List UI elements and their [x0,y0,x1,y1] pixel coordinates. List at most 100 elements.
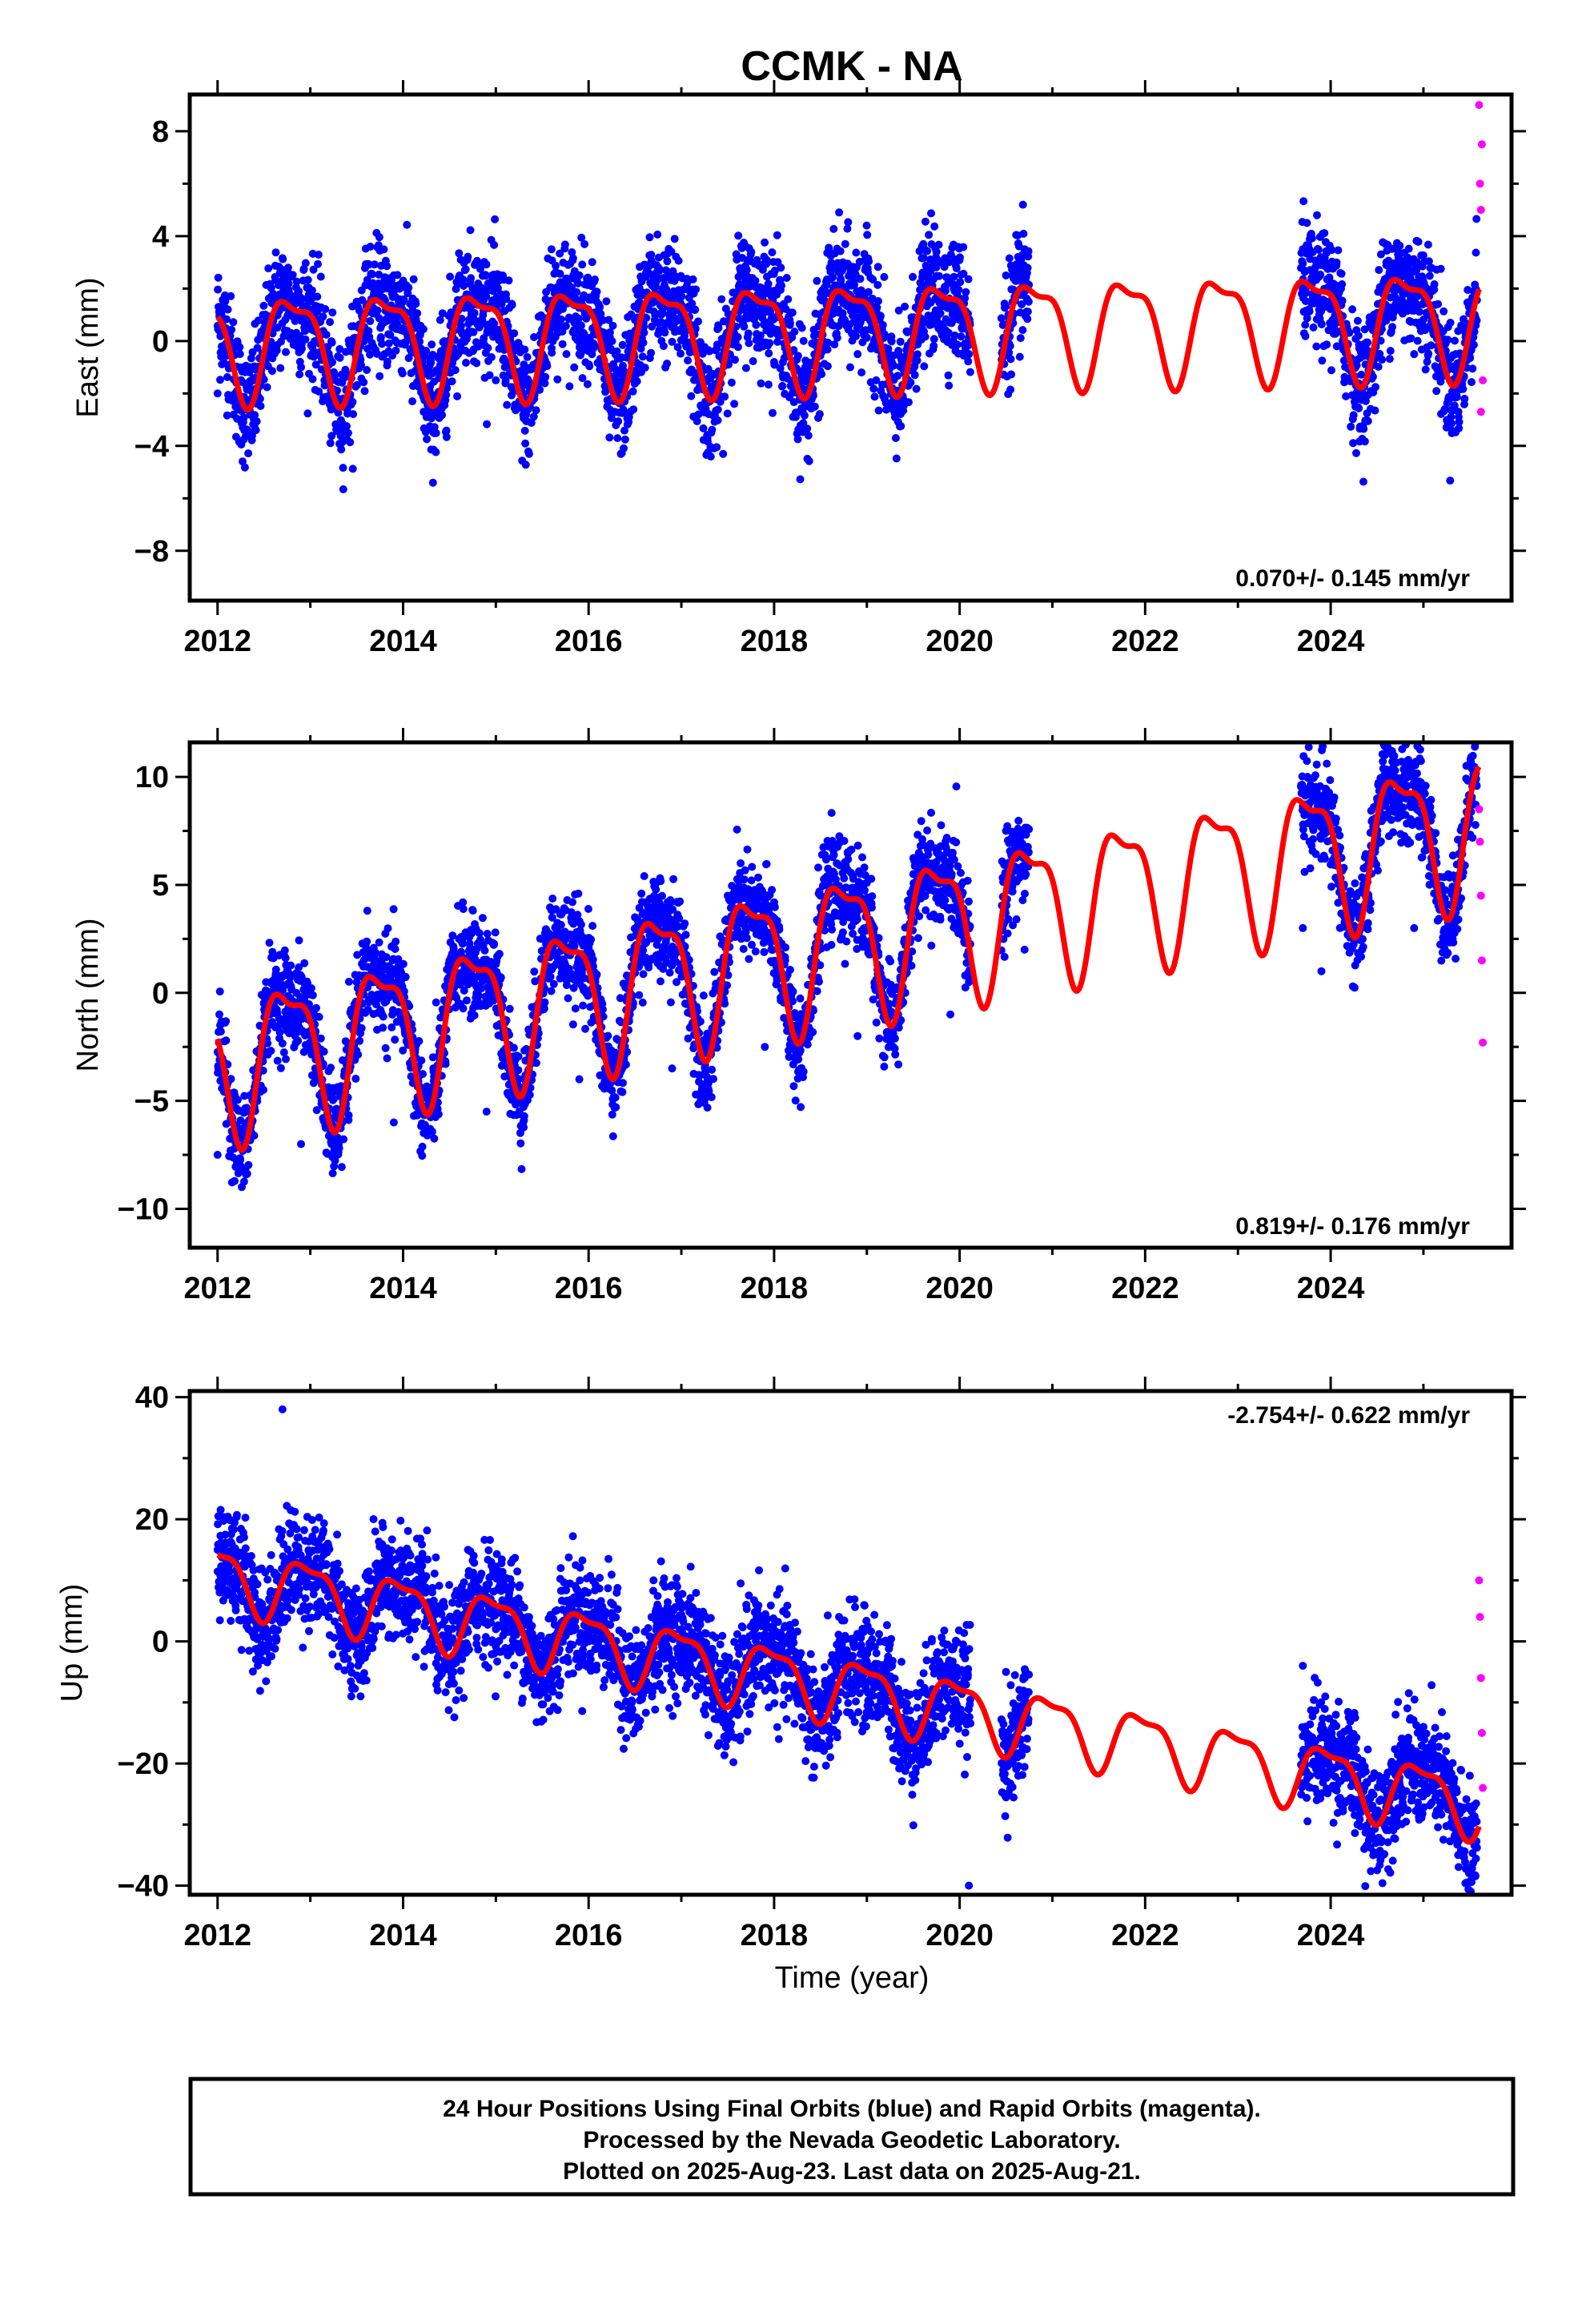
rapid-orbit-points-0 [1475,101,1488,416]
final-point [1006,355,1015,364]
final-point [419,1070,427,1079]
final-point [719,449,728,458]
final-point [442,391,451,400]
final-point [844,218,853,227]
final-point [419,325,428,333]
final-point [331,1156,339,1165]
final-point [870,392,879,401]
final-point [921,332,930,341]
final-point [487,353,496,361]
final-point [673,316,682,325]
final-point [574,314,583,323]
final-point [391,937,400,946]
final-point [1317,320,1326,328]
final-point [769,358,778,367]
final-point [483,420,492,428]
final-point [1451,336,1460,345]
final-point [889,361,898,370]
final-point [371,955,379,963]
final-point [580,330,588,339]
final-point [640,364,649,372]
final-point [560,240,569,249]
final-point [1312,342,1321,351]
final-point [674,256,683,265]
final-point [632,377,641,386]
final-point [227,1075,235,1084]
final-point [966,368,974,376]
final-point [776,364,785,372]
final-point [521,439,530,448]
final-point [284,279,293,288]
final-point [930,335,938,344]
final-point [824,338,833,347]
final-point [570,363,579,372]
final-point [492,376,500,384]
final-point [235,343,244,352]
final-point [316,272,325,281]
final-point [843,224,852,233]
final-point [668,337,677,346]
final-point [366,350,374,359]
final-point [608,321,617,330]
final-point [1432,387,1441,396]
final-point [677,292,686,300]
final-point [706,452,715,461]
final-point [942,287,950,296]
final-point [393,271,402,279]
final-point [363,907,371,915]
final-point [564,313,573,322]
final-point [442,432,451,441]
final-point [689,275,697,283]
final-point [956,278,965,287]
final-point [965,350,974,359]
final-point [254,316,263,325]
final-point [446,272,455,281]
final-point [510,329,519,338]
final-point [764,380,773,389]
final-point [1424,349,1433,358]
final-point [448,931,457,940]
final-point [592,287,601,296]
final-point [243,1169,251,1178]
final-point [383,262,391,271]
final-point [1414,237,1423,246]
final-point [659,342,668,351]
final-point [953,340,962,349]
final-point [329,1095,338,1104]
final-point [458,939,467,948]
final-point [769,408,777,417]
final-point [366,243,375,251]
final-point [1423,357,1431,366]
final-point [764,279,773,288]
final-point [761,238,769,247]
final-point [1423,240,1432,249]
final-point [1359,477,1367,486]
final-point [745,339,753,348]
final-point [478,914,487,923]
final-point [335,353,344,362]
final-point [1337,269,1346,278]
final-point [346,438,355,447]
final-point [221,297,230,306]
final-point [944,328,953,337]
final-point [770,266,779,275]
final-point [1002,302,1010,311]
final-point [316,1034,325,1043]
final-point [910,371,919,380]
final-point [1425,271,1434,280]
final-point [602,297,611,306]
final-point [865,257,873,266]
final-point [438,309,447,318]
final-point [1427,341,1435,350]
final-point [308,375,317,384]
final-point [793,352,802,360]
final-point [1455,424,1464,432]
final-point [810,402,819,411]
final-point [328,358,336,367]
final-point [301,335,310,344]
final-point [259,1085,267,1094]
final-point [281,954,290,963]
final-point [283,263,292,272]
final-point [688,300,697,308]
final-point [950,331,959,340]
